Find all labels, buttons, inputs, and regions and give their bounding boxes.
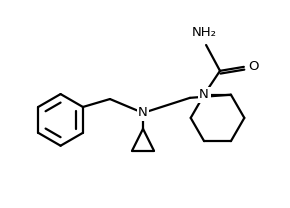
Text: N: N <box>138 106 148 119</box>
Text: N: N <box>199 88 209 101</box>
Text: NH₂: NH₂ <box>192 26 217 39</box>
Text: O: O <box>248 60 258 73</box>
